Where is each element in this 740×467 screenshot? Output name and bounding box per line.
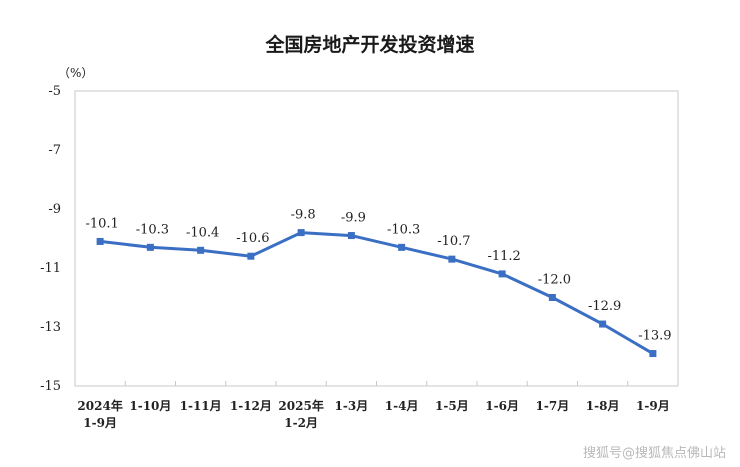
x-tick-label: 1-2月	[284, 416, 318, 430]
y-tick-label: -15	[40, 379, 61, 394]
y-tick-label: -5	[48, 84, 61, 99]
data-point-marker	[548, 294, 556, 301]
y-axis-unit: （%）	[58, 66, 94, 80]
x-tick-label: 1-7月	[536, 399, 570, 413]
data-label: -10.7	[437, 234, 470, 249]
chart-title: 全国房地产开发投资增速	[265, 34, 475, 56]
data-point-marker	[398, 243, 406, 251]
data-label: -9.8	[291, 208, 316, 223]
y-tick-label: -9	[48, 202, 61, 217]
y-tick-label: -7	[48, 143, 61, 158]
data-point-marker	[599, 320, 607, 328]
x-tick-label: 1-9月	[83, 416, 117, 430]
x-tick-label: 1-5月	[435, 399, 469, 413]
x-tick-label: 2025年	[278, 398, 323, 413]
y-tick-label: -13	[40, 320, 61, 335]
data-label: -13.9	[638, 329, 671, 344]
data-point-marker	[297, 229, 305, 237]
series-line	[99, 231, 654, 355]
x-tick-label: 1-4月	[385, 399, 419, 413]
x-tick-label: 1-10月	[129, 399, 171, 413]
data-point-marker	[197, 246, 205, 254]
x-tick-label: 1-3月	[335, 399, 369, 413]
data-label: -12.0	[538, 273, 571, 288]
data-point-marker	[498, 270, 506, 278]
data-label: -10.6	[236, 231, 269, 246]
x-tick-label: 2024年	[77, 398, 122, 413]
data-label: -11.2	[487, 249, 520, 264]
watermark: 搜狐号@搜狐焦点佛山站	[582, 446, 726, 461]
plot-area-frame	[74, 90, 679, 387]
data-label: -9.9	[341, 211, 366, 226]
data-label: -10.4	[186, 225, 219, 240]
y-tick-label: -11	[40, 261, 61, 276]
x-tick-label: 1-8月	[586, 399, 620, 413]
data-label: -12.9	[588, 299, 621, 314]
data-point-marker	[146, 243, 154, 251]
data-point-marker	[347, 232, 355, 240]
data-point-marker	[649, 350, 657, 358]
data-point-marker	[448, 255, 456, 263]
x-tick-label: 1-11月	[180, 399, 222, 413]
data-label: -10.3	[136, 222, 169, 237]
x-tick-label: 1-12月	[230, 399, 272, 413]
x-tick-label: 1-9月	[636, 399, 670, 413]
data-label: -10.1	[85, 216, 118, 231]
data-point-marker	[96, 237, 104, 245]
x-tick-label: 1-6月	[485, 399, 519, 413]
data-point-marker	[247, 252, 255, 260]
data-label: -10.3	[387, 222, 420, 237]
